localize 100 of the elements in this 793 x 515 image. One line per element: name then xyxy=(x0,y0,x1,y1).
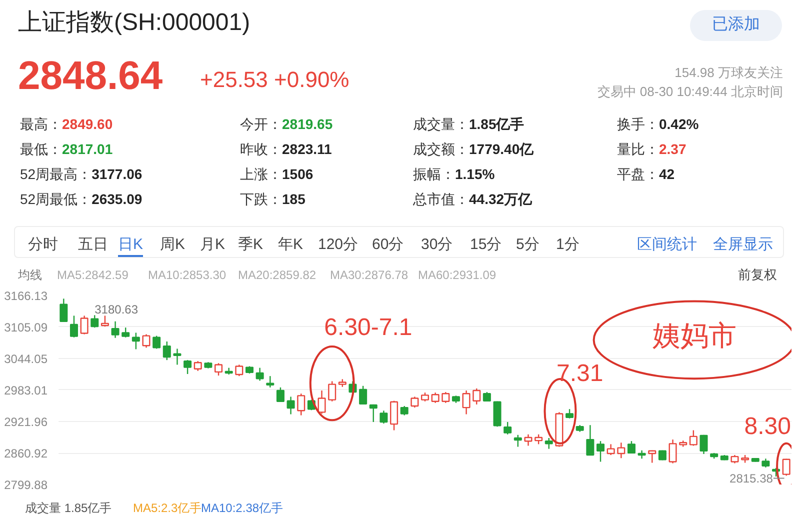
candlestick xyxy=(410,396,419,408)
annotation: 3180.63 xyxy=(94,302,138,316)
candlestick xyxy=(369,404,378,423)
candlestick xyxy=(596,440,605,462)
annotation: 姨妈市 xyxy=(652,320,736,351)
text: 2823.11 xyxy=(282,141,332,157)
text: MA10:2853.30 xyxy=(148,267,226,284)
candlestick xyxy=(586,424,594,456)
candlestick xyxy=(173,348,182,366)
candlestick xyxy=(606,444,615,456)
text: MA5:2842.59 xyxy=(57,267,128,284)
candlestick xyxy=(100,315,109,328)
annotation: 6.30-7.1 xyxy=(324,314,412,342)
candlestick xyxy=(256,367,264,382)
candlestick xyxy=(266,375,274,388)
candlestick xyxy=(462,390,470,415)
candlestick xyxy=(359,385,368,406)
text: 2848.64 xyxy=(18,53,163,100)
candlestick xyxy=(162,340,171,361)
text: 2635.09 xyxy=(92,191,142,207)
candlestick xyxy=(90,314,99,328)
text: 44.32万亿 xyxy=(469,191,532,207)
y-tick-label: 2921.96 xyxy=(4,415,48,429)
text: 1506 xyxy=(282,166,314,182)
text: 0.42% xyxy=(659,116,699,132)
text: MA20:2859.82 xyxy=(238,267,316,284)
y-tick-label: 2860.92 xyxy=(4,446,48,460)
text: 5分 xyxy=(516,235,540,255)
candlestick xyxy=(184,359,192,375)
text: 成交量 1.85亿手 xyxy=(25,500,112,515)
text: 185 xyxy=(282,191,306,207)
candlestick xyxy=(132,332,140,350)
text: 交易中 08-30 10:49:44 北京时间 xyxy=(597,83,783,101)
text: 120分 xyxy=(318,235,358,255)
candlestick xyxy=(627,440,636,454)
candlestick xyxy=(617,442,626,459)
text: 2819.65 xyxy=(282,116,333,132)
annotation: 8.30 xyxy=(744,413,791,440)
candlestick xyxy=(782,458,790,476)
candlestick xyxy=(328,380,336,402)
text: +25.53 +0.90% xyxy=(200,66,350,94)
y-tick-label: 3044.05 xyxy=(4,352,48,366)
candlestick xyxy=(668,438,677,464)
text: 3177.06 xyxy=(92,166,142,182)
candlestick xyxy=(122,326,130,338)
candlestick xyxy=(493,400,502,428)
candlestick xyxy=(194,360,202,372)
text: 区间统计 xyxy=(637,235,697,255)
text: 周K xyxy=(160,235,186,255)
candlestick xyxy=(276,386,284,402)
text: 年K xyxy=(278,235,304,255)
candlestick xyxy=(400,405,408,416)
candlestick xyxy=(111,320,120,338)
text: MA60:2931.09 xyxy=(418,267,496,284)
text: 1779.40亿 xyxy=(469,141,534,157)
text: 2849.60 xyxy=(62,116,113,132)
candlestick xyxy=(431,392,440,404)
y-tick-label: 2983.01 xyxy=(4,383,48,398)
text: 全屏显示 xyxy=(713,235,773,255)
annotation: 2815.38 xyxy=(730,472,774,486)
candlestick xyxy=(514,434,522,448)
candlestick xyxy=(390,400,398,431)
candlestick xyxy=(504,421,512,435)
candlestick xyxy=(235,364,244,377)
text: 30分 xyxy=(421,235,453,255)
candlestick xyxy=(534,434,543,445)
candlestick xyxy=(297,393,306,416)
text: 季K xyxy=(238,235,264,255)
candlestick xyxy=(700,434,708,455)
candlestick xyxy=(70,315,78,338)
text: 月K xyxy=(200,235,226,255)
candlestick xyxy=(80,315,88,335)
y-tick-label: 3105.09 xyxy=(4,320,48,334)
text: 1.15% xyxy=(455,166,495,182)
text: 日K xyxy=(118,234,144,258)
candlestick xyxy=(442,391,450,404)
text: 已添加 xyxy=(690,10,782,41)
text: 1分 xyxy=(556,235,580,255)
candlestick xyxy=(142,334,150,348)
candlestick xyxy=(566,408,574,419)
candlestick xyxy=(524,434,532,446)
text: 五日 xyxy=(78,235,108,255)
text: 分时 xyxy=(28,235,58,255)
text: MA5:2.3亿手 xyxy=(133,500,202,515)
chart-title: 上证指数(SH:000001) xyxy=(18,8,250,38)
candlestick xyxy=(648,450,656,464)
candlestick xyxy=(214,362,223,376)
candlestick xyxy=(60,298,68,322)
candlestick xyxy=(152,335,161,350)
text: 均线 xyxy=(18,267,42,284)
candlestick xyxy=(544,437,553,450)
candlestick xyxy=(689,430,698,446)
text: 15分 xyxy=(470,235,502,255)
candlestick xyxy=(472,388,481,406)
candlestick xyxy=(286,396,295,415)
text: 154.98 万球友关注 xyxy=(674,64,783,82)
text: 42 xyxy=(659,166,675,182)
annotation: 7.31 xyxy=(556,360,604,387)
text: MA30:2876.78 xyxy=(330,267,408,284)
text: MA10:2.38亿手 xyxy=(201,500,284,515)
